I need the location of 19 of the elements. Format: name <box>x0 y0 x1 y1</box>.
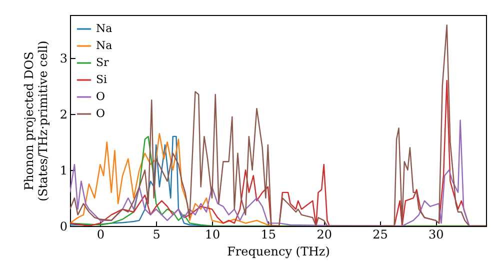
x-tick-label: 30 <box>428 228 444 242</box>
x-tick-label: 5 <box>152 228 160 242</box>
legend-label: O <box>96 107 106 120</box>
legend-label: Na <box>96 22 113 35</box>
x-tick-label: 10 <box>204 228 220 242</box>
y-tick-label: 1 <box>60 164 68 178</box>
x-tick-label: 20 <box>316 228 332 242</box>
x-tick-label: 0 <box>96 228 105 242</box>
x-tick-label: 15 <box>260 228 276 242</box>
y-tick-label: 2 <box>60 108 68 122</box>
legend-label: O <box>96 90 106 103</box>
x-tick-label: 25 <box>372 228 388 242</box>
legend-label: Sr <box>96 56 110 69</box>
legend-label: Si <box>96 73 108 86</box>
legend-label: Na <box>96 39 113 52</box>
y-tick-label: 3 <box>60 52 68 66</box>
y-axis-title: Phonon projected DOS (States/THz·primitive cell) <box>22 40 50 202</box>
x-axis-title: Frequency (THz) <box>227 244 330 258</box>
line-series <box>70 24 486 226</box>
